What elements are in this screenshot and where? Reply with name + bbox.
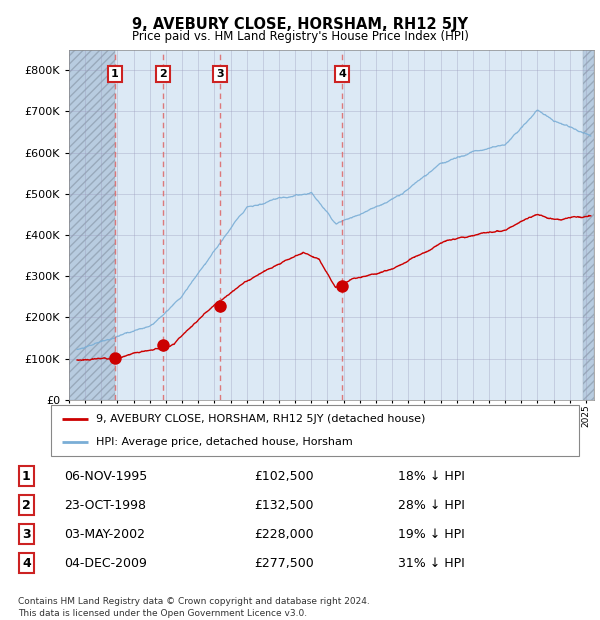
Text: 4: 4 xyxy=(22,557,31,570)
Text: 3: 3 xyxy=(216,69,224,79)
Text: 3: 3 xyxy=(22,528,31,541)
Text: 19% ↓ HPI: 19% ↓ HPI xyxy=(398,528,464,541)
Text: 03-MAY-2002: 03-MAY-2002 xyxy=(64,528,145,541)
Text: 28% ↓ HPI: 28% ↓ HPI xyxy=(398,499,465,512)
Text: 2: 2 xyxy=(22,499,31,512)
Text: 06-NOV-1995: 06-NOV-1995 xyxy=(64,470,147,483)
Text: £277,500: £277,500 xyxy=(254,557,314,570)
Text: 9, AVEBURY CLOSE, HORSHAM, RH12 5JY: 9, AVEBURY CLOSE, HORSHAM, RH12 5JY xyxy=(132,17,468,32)
Text: 9, AVEBURY CLOSE, HORSHAM, RH12 5JY (detached house): 9, AVEBURY CLOSE, HORSHAM, RH12 5JY (det… xyxy=(96,414,425,423)
Text: 23-OCT-1998: 23-OCT-1998 xyxy=(64,499,146,512)
Text: 31% ↓ HPI: 31% ↓ HPI xyxy=(398,557,464,570)
Text: £132,500: £132,500 xyxy=(254,499,313,512)
Text: £228,000: £228,000 xyxy=(254,528,314,541)
Bar xyxy=(69,50,115,400)
Text: Price paid vs. HM Land Registry's House Price Index (HPI): Price paid vs. HM Land Registry's House … xyxy=(131,30,469,43)
Text: 1: 1 xyxy=(111,69,119,79)
Text: 04-DEC-2009: 04-DEC-2009 xyxy=(64,557,147,570)
Text: 18% ↓ HPI: 18% ↓ HPI xyxy=(398,470,465,483)
Text: 2: 2 xyxy=(159,69,167,79)
Text: 1: 1 xyxy=(22,470,31,483)
Text: Contains HM Land Registry data © Crown copyright and database right 2024.
This d: Contains HM Land Registry data © Crown c… xyxy=(18,597,370,618)
Text: HPI: Average price, detached house, Horsham: HPI: Average price, detached house, Hors… xyxy=(96,437,353,447)
Text: £102,500: £102,500 xyxy=(254,470,314,483)
Text: 4: 4 xyxy=(338,69,346,79)
Bar xyxy=(583,50,594,400)
